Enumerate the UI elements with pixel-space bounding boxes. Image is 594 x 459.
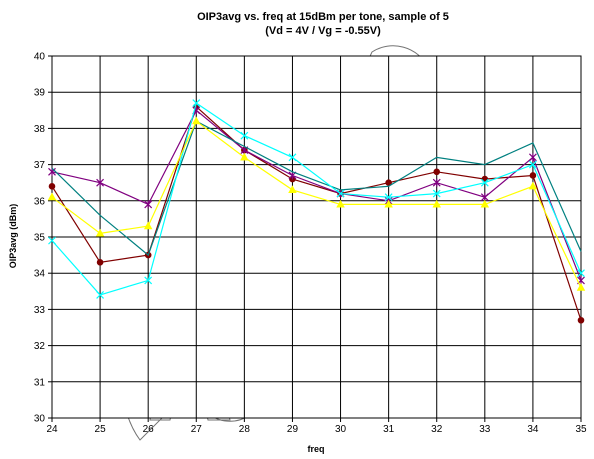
plot-frame: [51, 55, 582, 419]
series-line-2: [51, 109, 582, 281]
data-point-series-1: [48, 183, 56, 190]
data-point-series-5: [240, 152, 249, 161]
data-point-series-2: [432, 178, 441, 187]
y-tick-label: 33: [34, 305, 46, 316]
data-point-series-1: [577, 316, 585, 324]
data-point-series-5: [47, 192, 57, 201]
data-point-series-4: [480, 178, 489, 187]
data-point-series-4: [384, 193, 393, 202]
y-tick-label: 34: [34, 269, 46, 280]
data-point-series-4: [288, 153, 297, 162]
x-tick-label: 31: [383, 424, 395, 435]
x-axis-label: freq: [307, 444, 324, 454]
y-tick-label: 30: [34, 414, 46, 425]
series-line-4: [51, 102, 582, 296]
data-point-series-5: [432, 199, 441, 208]
data-point-series-4: [144, 276, 153, 285]
y-tick-label: 40: [34, 52, 46, 63]
data-point-series-4: [48, 236, 56, 245]
data-point-series-2: [528, 153, 537, 162]
data-point-series-4: [432, 189, 441, 198]
y-tick-label: 31: [34, 377, 46, 388]
data-point-series-1: [529, 172, 537, 179]
y-tick-label: 38: [34, 124, 46, 135]
y-axis-label: OIP3avg (dBm): [8, 204, 18, 269]
data-point-series-1: [96, 259, 104, 266]
plot-area: 30 31 32 33 34 35 36 37 38 39 40 24 25 26 27 28 29 30 31 32…: [34, 52, 587, 436]
y-tick-label: 35: [34, 233, 46, 244]
x-tick-label: 35: [575, 424, 587, 435]
data-point-series-5: [480, 199, 490, 208]
data-point-series-5: [576, 283, 586, 291]
data-point-series-4: [528, 160, 537, 169]
x-tick-label: 27: [191, 424, 203, 435]
x-tick-label: 28: [239, 424, 251, 435]
data-point-series-4: [577, 269, 585, 278]
x-tick-label: 24: [46, 424, 58, 435]
chart-subtitle: (Vd = 4V / Vg = -0.55V): [265, 25, 381, 37]
data-point-series-2: [96, 178, 105, 187]
series-line-1: [51, 105, 582, 321]
y-tick-label: 39: [34, 88, 46, 99]
y-tick-label: 32: [34, 341, 46, 352]
x-tick-label: 29: [287, 424, 299, 435]
data-point-series-5: [528, 181, 538, 190]
data-point-series-4: [192, 99, 201, 107]
data-point-series-1: [385, 179, 392, 186]
data-point-series-5: [192, 116, 201, 125]
x-tick-label: 32: [431, 424, 443, 435]
y-tick-label: 37: [34, 160, 46, 171]
x-tick-label: 26: [143, 424, 155, 435]
series-line-3: [51, 120, 582, 257]
data-point-series-4: [336, 189, 345, 198]
data-point-series-5: [143, 221, 153, 230]
x-tick-label: 34: [527, 424, 539, 435]
data-point-series-1: [433, 168, 441, 176]
data-point-series-2: [48, 167, 56, 176]
x-tick-label: 30: [335, 424, 347, 435]
data-point-series-5: [384, 199, 393, 208]
x-tick-label: 25: [95, 424, 107, 435]
data-point-series-5: [288, 185, 297, 194]
data-point-series-5: [95, 228, 105, 237]
data-point-series-4: [96, 290, 105, 299]
data-point-series-2: [144, 200, 153, 209]
x-tick-label: 33: [479, 424, 491, 435]
data-point-series-5: [336, 199, 345, 208]
series-line-5: [51, 120, 582, 288]
chart-title: OIP3avg vs. freq at 15dBm per tone, samp…: [197, 11, 449, 23]
data-point-series-4: [240, 131, 249, 140]
y-tick-label: 36: [34, 196, 46, 207]
